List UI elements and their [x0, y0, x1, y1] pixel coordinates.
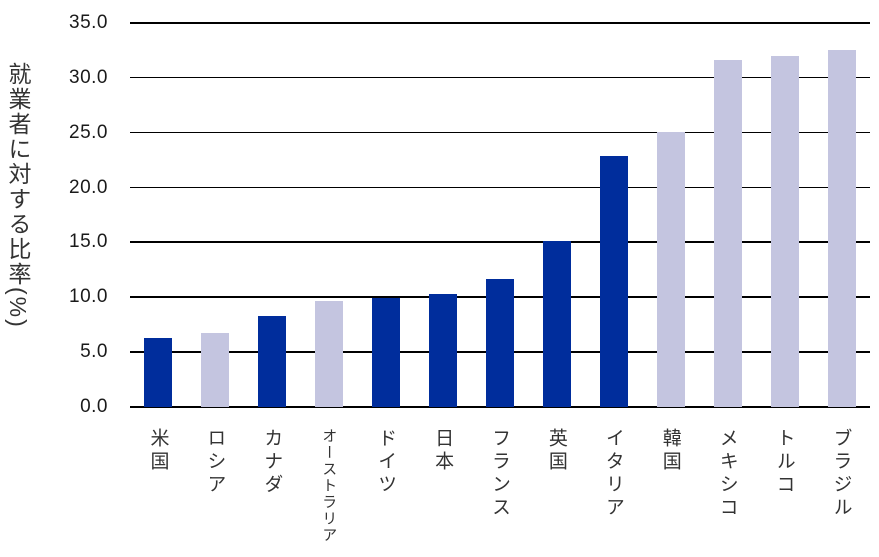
gridline	[130, 22, 870, 24]
bar	[770, 55, 799, 407]
y-tick-label: 30.0	[69, 66, 108, 88]
bar	[144, 337, 173, 407]
x-axis-label: イタリア	[602, 428, 624, 520]
bar	[713, 60, 742, 407]
x-axis-label: メキシコ	[716, 428, 738, 520]
x-axis-label: ブラジル	[830, 428, 852, 520]
gridline	[130, 131, 870, 134]
gridline	[130, 76, 870, 79]
y-tick-label: 35.0	[69, 12, 108, 33]
x-axis-label: トルコ	[773, 428, 795, 497]
bar	[258, 315, 287, 407]
y-axis-title: 就業者に対する比率(%)	[5, 62, 31, 329]
y-tick-label: 5.0	[80, 341, 108, 363]
x-axis-label: ドイツ	[375, 428, 397, 497]
y-tick-label: 0.0	[80, 396, 108, 417]
gridline	[130, 186, 870, 189]
bar	[656, 131, 685, 407]
bar	[599, 155, 628, 407]
gridline	[130, 241, 870, 243]
y-tick-label: 25.0	[69, 121, 108, 143]
y-tick-label: 20.0	[69, 176, 108, 198]
x-axis-label: オーストラリア	[320, 428, 338, 544]
bar	[486, 278, 514, 407]
x-axis-label: フランス	[489, 428, 510, 520]
bar	[372, 298, 401, 407]
x-axis-label: 日本	[432, 428, 454, 474]
bar	[315, 300, 344, 407]
x-axis-label: 韓国	[659, 428, 681, 474]
x-axis-label: 米国	[147, 428, 169, 474]
y-tick-label: 15.0	[69, 231, 108, 253]
bar	[827, 50, 856, 407]
x-axis-label: ロシア	[204, 428, 226, 497]
x-axis-label: 英国	[545, 428, 567, 474]
bar	[201, 333, 230, 407]
bar	[542, 241, 571, 407]
y-tick-label: 10.0	[69, 286, 108, 308]
x-axis-label: カナダ	[261, 428, 283, 497]
bar	[429, 293, 458, 407]
